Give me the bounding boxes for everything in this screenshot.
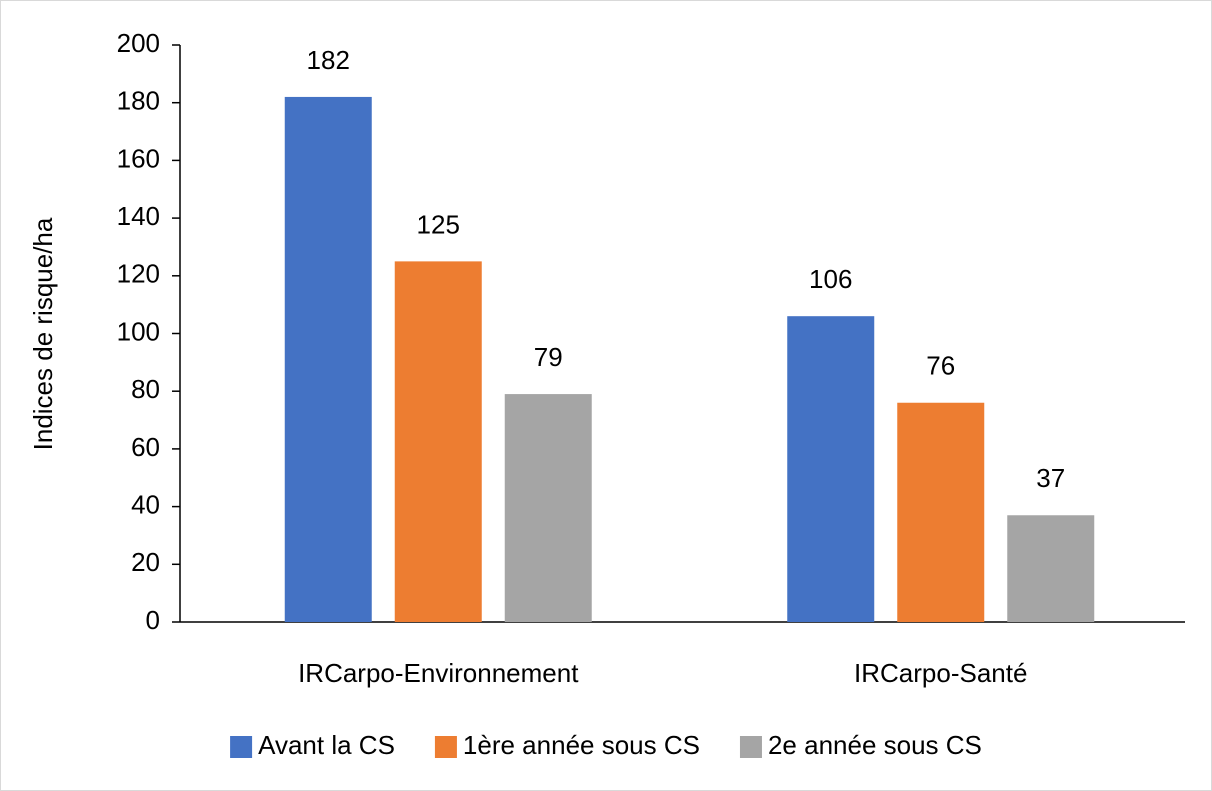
x-tick-label: IRCarpo-Santé [854, 658, 1027, 688]
data-label: 106 [809, 264, 852, 294]
bar [394, 261, 482, 622]
bar [284, 96, 372, 623]
legend-label: Avant la CS [258, 730, 395, 760]
y-tick-label: 180 [117, 86, 160, 116]
y-tick-label: 60 [131, 432, 160, 462]
legend-swatch [434, 736, 457, 758]
data-label: 76 [926, 351, 955, 381]
bar [504, 394, 592, 622]
data-label: 125 [417, 209, 460, 239]
bar [1007, 515, 1095, 622]
y-tick-label: 20 [131, 547, 160, 577]
y-tick-label: 100 [117, 316, 160, 346]
legend-swatch [739, 736, 762, 758]
bar [787, 316, 875, 622]
y-tick-label: 80 [131, 374, 160, 404]
y-tick-label: 140 [117, 201, 160, 231]
y-tick-label: 120 [117, 259, 160, 289]
y-tick-label: 0 [146, 605, 160, 635]
legend-swatch [230, 736, 253, 758]
y-tick-label: 200 [117, 28, 160, 58]
bar [897, 402, 985, 622]
y-tick-label: 160 [117, 143, 160, 173]
legend-label: 2e année sous CS [768, 730, 982, 760]
y-tick-label: 40 [131, 489, 160, 519]
y-axis-label: Indices de risque/ha [28, 217, 58, 450]
legend-label: 1ère année sous CS [463, 730, 700, 760]
data-label: 79 [534, 342, 563, 372]
data-label: 182 [307, 45, 350, 75]
x-tick-label: IRCarpo-Environnement [298, 658, 579, 688]
data-label: 37 [1036, 463, 1065, 493]
